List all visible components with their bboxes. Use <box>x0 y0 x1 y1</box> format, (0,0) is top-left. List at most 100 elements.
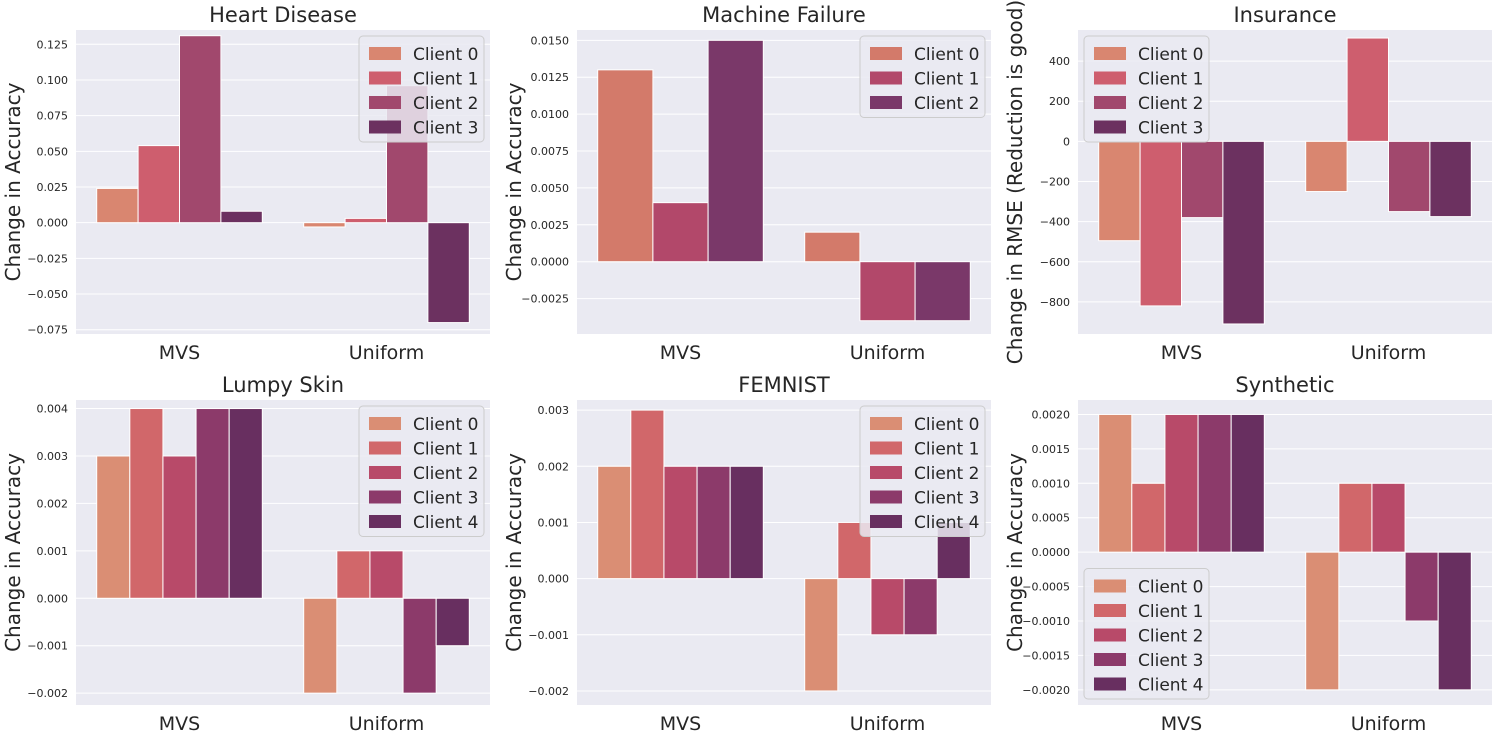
legend-swatch <box>369 47 401 60</box>
y-tick-label: 0.0025 <box>531 219 570 232</box>
bar-uniform-client-4 <box>435 597 470 647</box>
bar-uniform-client-3 <box>427 222 470 324</box>
legend-label: Client 0 <box>914 415 979 435</box>
bar-uniform-client-1 <box>1338 482 1373 553</box>
x-tick-label: MVS <box>159 713 200 735</box>
legend-swatch <box>1094 604 1126 617</box>
legend-swatch <box>369 441 401 455</box>
chart-title: Insurance <box>1233 3 1336 27</box>
legend-swatch <box>1094 96 1126 109</box>
x-tick-label: MVS <box>660 713 701 735</box>
y-axis-label: Change in Accuracy <box>502 453 526 652</box>
legend-label: Client 1 <box>914 440 979 460</box>
y-tick-label: 0.003 <box>538 404 570 417</box>
legend-swatch <box>870 96 902 109</box>
chart-title: FEMNIST <box>738 373 830 397</box>
legend-swatch <box>369 417 401 430</box>
legend-label: Client 0 <box>914 45 979 65</box>
legend-label: Client 0 <box>1138 578 1203 598</box>
bar-mvs-client-0 <box>1098 413 1133 553</box>
y-tick-label: 0.0100 <box>531 108 570 121</box>
x-tick-label: Uniform <box>1351 713 1427 735</box>
bar-mvs-client-2 <box>663 465 698 580</box>
y-axis-label: Change in Accuracy <box>1 82 25 281</box>
y-tick-label: −0.001 <box>528 629 569 642</box>
y-tick-label: 0.0050 <box>531 182 570 195</box>
legend-box <box>358 35 485 143</box>
legend-label: Client 3 <box>413 489 478 509</box>
y-tick-label: −0.075 <box>27 324 68 337</box>
legend-swatch <box>369 515 401 528</box>
bar-mvs-client-2 <box>707 39 764 263</box>
bar-uniform-client-3 <box>903 578 938 636</box>
legend: Client 0 Client 1 Client 2 <box>859 35 986 118</box>
bar-mvs-client-0 <box>96 187 139 224</box>
y-tick-label: −0.025 <box>27 252 68 265</box>
x-tick-label: MVS <box>1161 342 1202 364</box>
bar-uniform-client-1 <box>344 217 388 224</box>
y-axis-label: Change in Accuracy <box>1 453 25 652</box>
bar-uniform-client-1 <box>837 521 872 580</box>
legend-box <box>859 405 986 537</box>
y-tick-label: 0.001 <box>538 516 570 529</box>
legend: Client 0 Client 1 Client 2 Client 3 Client 4 <box>358 405 485 537</box>
y-tick-label: 0.075 <box>37 110 69 123</box>
y-tick-label: 0.100 <box>37 74 69 87</box>
legend-label: Client 3 <box>413 119 478 139</box>
y-tick-label: −800 <box>1040 296 1070 309</box>
bar-mvs-client-2 <box>1164 413 1199 553</box>
bar-mvs-client-2 <box>162 455 197 599</box>
y-tick-label: −0.002 <box>528 685 569 698</box>
bar-uniform-client-1 <box>859 261 916 322</box>
legend-label: Client 4 <box>1138 676 1203 696</box>
bar-uniform-client-2 <box>1388 140 1431 213</box>
legend-label: Client 0 <box>413 415 478 435</box>
chart-title: Machine Failure <box>702 3 866 27</box>
legend-swatch <box>870 417 902 430</box>
chart-panel-2: −0.0025 0.0000 0.0025 0.0050 0.0075 0.0100 0.0… <box>502 3 991 364</box>
legend-label: Client 0 <box>413 45 478 65</box>
y-axis-label: Change in Accuracy <box>502 82 526 281</box>
x-tick-label: MVS <box>159 342 200 364</box>
y-tick-label: 0.0075 <box>531 145 570 158</box>
bar-mvs-client-4 <box>228 408 263 599</box>
y-tick-label: 400 <box>1049 55 1070 68</box>
bar-mvs-client-3 <box>696 465 731 580</box>
y-tick-label: 0.001 <box>37 545 69 558</box>
legend-swatch <box>870 71 902 85</box>
chart-title: Synthetic <box>1235 373 1334 397</box>
legend-swatch <box>1094 653 1126 666</box>
legend-label: Client 0 <box>1138 45 1203 65</box>
bar-mvs-client-3 <box>1222 140 1265 325</box>
bar-uniform-client-0 <box>804 578 839 692</box>
legend-swatch <box>870 490 902 504</box>
y-tick-label: 0.0015 <box>1032 443 1071 456</box>
y-tick-label: 0.000 <box>37 217 69 230</box>
y-tick-label: −0.0010 <box>1022 615 1070 628</box>
chart-panel-4: −0.002 −0.001 0.000 0.001 0.002 0.003 0.004 MVS… <box>1 373 490 735</box>
bar-uniform-client-0 <box>303 222 346 228</box>
y-tick-label: −600 <box>1040 256 1070 269</box>
bar-uniform-client-1 <box>1346 37 1389 142</box>
bar-uniform-client-0 <box>1305 551 1340 691</box>
legend-swatch <box>870 441 902 455</box>
x-tick-label: Uniform <box>1351 342 1427 364</box>
bar-mvs-client-2 <box>1181 140 1224 219</box>
legend-label: Client 2 <box>413 464 478 484</box>
bar-mvs-client-3 <box>1197 413 1232 553</box>
chart-panel-5: −0.002 −0.001 0.000 0.001 0.002 0.003 MVS Unifo… <box>502 373 991 735</box>
y-tick-label: 0.125 <box>37 38 69 51</box>
bar-uniform-client-3 <box>402 597 437 694</box>
legend: Client 0 Client 1 Client 2 Client 3 Client 4 <box>1083 568 1210 700</box>
y-tick-label: 0.025 <box>37 181 69 194</box>
y-tick-label: 0.004 <box>37 403 69 416</box>
legend-swatch <box>369 466 401 479</box>
legend: Client 0 Client 1 Client 2 Client 3 <box>358 35 485 143</box>
legend-label: Client 2 <box>914 464 979 484</box>
legend-swatch <box>1094 677 1126 691</box>
bar-mvs-client-1 <box>630 409 665 580</box>
legend-swatch <box>369 71 401 85</box>
y-axis-label: Change in RMSE (Reduction is good) <box>1003 0 1027 364</box>
legend-swatch <box>870 47 902 60</box>
